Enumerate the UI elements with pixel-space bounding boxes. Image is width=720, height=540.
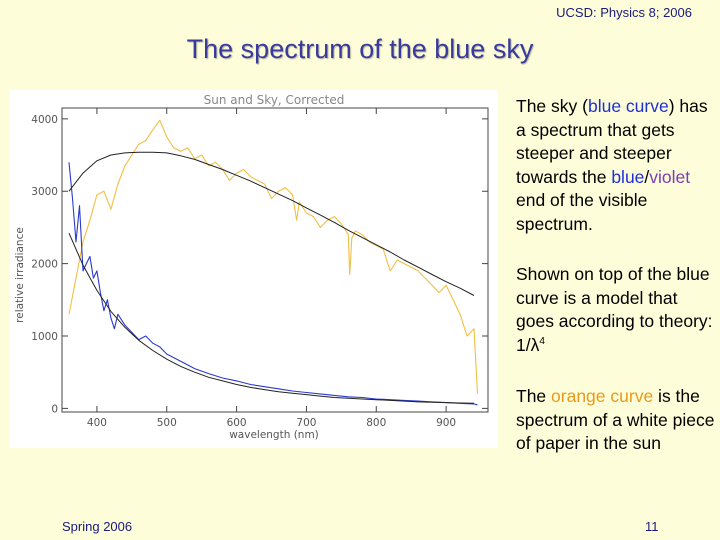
x-tick-label: 900	[436, 417, 456, 429]
violet-term: violet	[649, 166, 691, 187]
y-tick-label: 4000	[31, 114, 58, 126]
lambda-exponent: 4	[539, 335, 545, 347]
y-tick-label: 3000	[31, 186, 58, 198]
p1-text-b: ) has a spectrum that gets steeper and s…	[516, 96, 708, 187]
x-axis-label: wavelength (nm)	[229, 429, 319, 441]
x-tick-label: 500	[157, 417, 177, 429]
blue-term: blue	[611, 166, 645, 187]
x-tick-label: 600	[227, 417, 247, 429]
inverse-lambda4-model-line	[68, 232, 475, 404]
description-paragraph-3: The orange curve is the spectrum of a wh…	[516, 385, 716, 456]
p1-text-c: end of the visible spectrum.	[516, 190, 648, 234]
description-paragraph-2: Shown on top of the blue curve is a mode…	[516, 263, 716, 357]
lambda-symbol: λ	[530, 334, 540, 355]
y-tick-label: 1000	[31, 331, 58, 343]
blue-curve-term: blue curve	[587, 96, 669, 116]
orange-spectrum-line	[68, 119, 479, 394]
p3-text-b: is the spectrum of a white piece of pape…	[516, 386, 715, 453]
blue-sky-spectrum-line	[68, 162, 478, 406]
spectrum-chart: Sun and Sky, Corrected wavelength (nm) r…	[10, 90, 498, 448]
p1-text-a: The sky (	[516, 96, 588, 116]
x-tick-label: 700	[296, 417, 316, 429]
footer-date: Spring 2006	[62, 519, 133, 534]
chart-svg: Sun and Sky, Corrected wavelength (nm) r…	[14, 93, 489, 441]
y-tick-label: 0	[51, 403, 58, 415]
x-tick-label: 400	[87, 417, 107, 429]
sun-model-curve-line	[68, 151, 475, 296]
description-paragraph-1: The sky (blue curve) has a spectrum that…	[516, 95, 716, 236]
orange-curve-term: orange curve	[551, 386, 654, 406]
chart-title: Sun and Sky, Corrected	[204, 93, 345, 107]
p1-slash: /	[644, 166, 650, 187]
x-tick-label: 800	[366, 417, 386, 429]
p2-text-a: Shown on top of the blue curve is a mode…	[516, 264, 713, 355]
y-tick-label: 2000	[31, 259, 58, 271]
slide-title: The spectrum of the blue sky	[186, 34, 534, 64]
course-header: UCSD: Physics 8; 2006	[556, 5, 692, 20]
p3-text-a: The	[516, 386, 552, 406]
page-number: 11	[645, 519, 659, 534]
plot-frame	[61, 107, 489, 413]
y-axis-label: relative irradiance	[14, 227, 26, 323]
